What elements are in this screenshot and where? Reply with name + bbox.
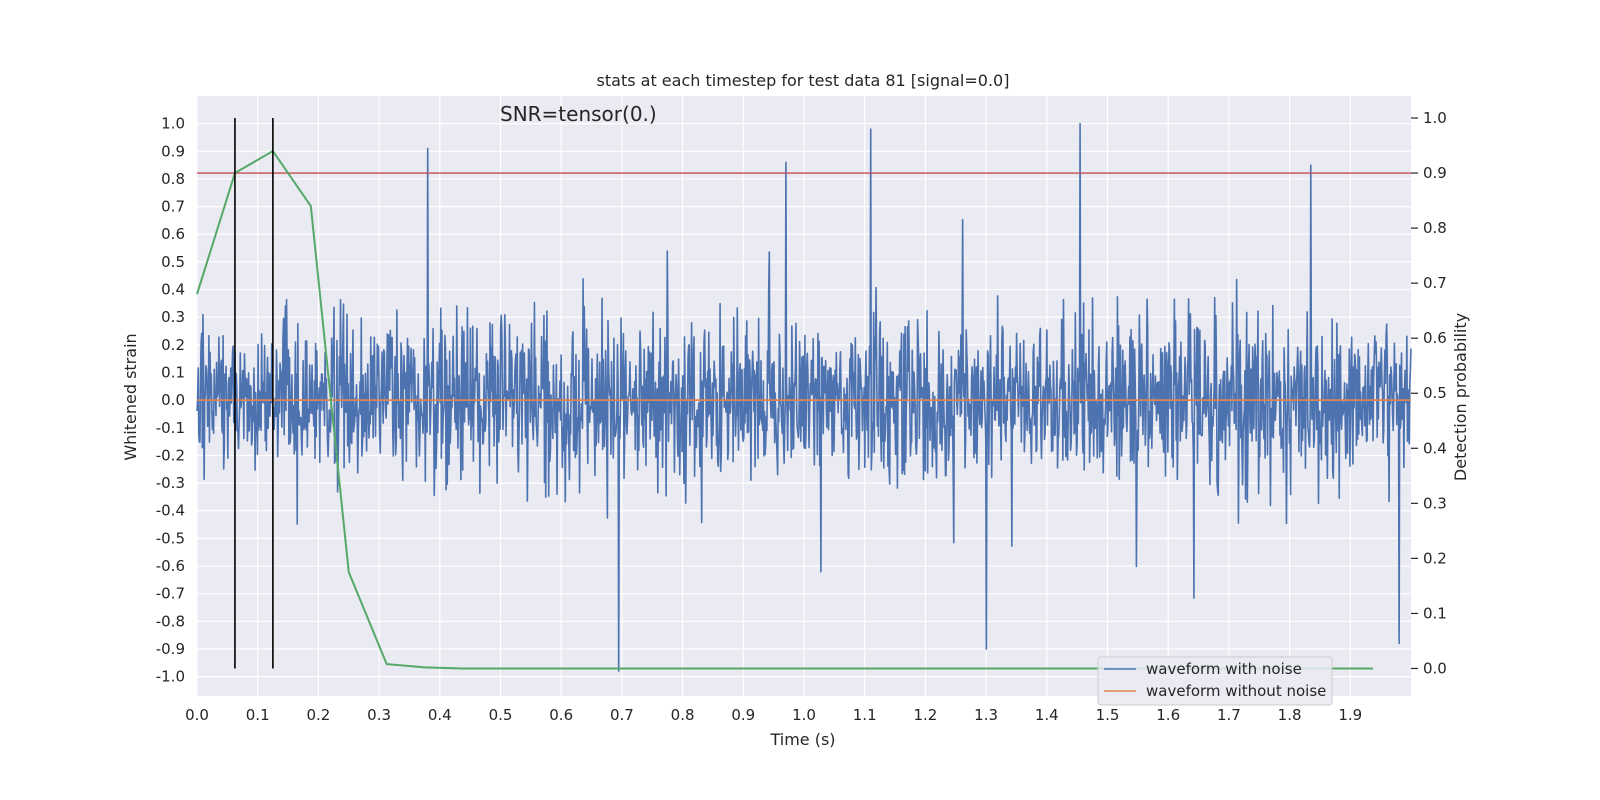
y-right-tick-label: 0.8 [1423, 219, 1447, 237]
y-right-axis-label: Detection probability [1451, 313, 1470, 481]
legend-box [1097, 656, 1333, 706]
legend: waveform with noise waveform without noi… [1097, 656, 1333, 706]
vertical-markers [234, 118, 274, 669]
y-right-tick-label: 0.9 [1423, 164, 1447, 182]
y-left-tick-label: 0.0 [161, 391, 185, 409]
x-tick-label: 0.7 [610, 706, 634, 724]
y-left-tick-label: -0.4 [156, 502, 185, 520]
y-right-tick-label: 0.6 [1423, 329, 1447, 347]
y-left-tick-label: 0.2 [161, 336, 185, 354]
y-left-tick-label: -0.3 [156, 474, 185, 492]
x-tick-label: 0.2 [306, 706, 330, 724]
snr-annotation: SNR=tensor(0.) [500, 102, 657, 126]
y-left-tick-label: 0.3 [161, 308, 185, 326]
series-waveform-with-noise [196, 122, 1412, 672]
x-axis-ticks: 0.0 0.1 0.2 0.3 0.4 0.5 0.6 0.7 0.8 0.9 1.0 1.1 1.2 1… [185, 706, 1362, 724]
x-tick-label: 0.0 [185, 706, 209, 724]
x-tick-label: 0.1 [246, 706, 270, 724]
x-tick-label: 1.0 [792, 706, 816, 724]
y-left-tick-label: 0.7 [161, 198, 185, 216]
y-right-tick-label: 0.2 [1423, 549, 1447, 567]
x-tick-label: 1.6 [1156, 706, 1180, 724]
legend-label-clean: waveform without noise [1146, 682, 1326, 700]
x-tick-label: 1.7 [1217, 706, 1241, 724]
chart-title: stats at each timestep for test data 81 … [597, 71, 1010, 90]
y-left-tick-label: 0.6 [161, 225, 185, 243]
y-left-tick-label: -0.5 [156, 529, 185, 547]
x-tick-label: 0.9 [731, 706, 755, 724]
x-tick-label: 1.9 [1338, 706, 1362, 724]
y-right-tick-label: 0.4 [1423, 439, 1447, 457]
y-left-tick-label: 0.8 [161, 170, 185, 188]
x-tick-label: 0.4 [428, 706, 452, 724]
x-tick-label: 1.1 [853, 706, 877, 724]
probability-line [196, 149, 1374, 670]
y-right-axis-ticks: 1.0 0.9 0.8 0.7 0.6 0.5 0.4 0.3 0.2 0.1 0.0 [1411, 109, 1447, 677]
y-right-tick-label: 0.0 [1423, 659, 1447, 677]
y-left-tick-label: 0.9 [161, 142, 185, 160]
y-right-tick-label: 0.3 [1423, 494, 1447, 512]
y-left-tick-label: -0.2 [156, 446, 185, 464]
y-left-tick-label: -1.0 [156, 668, 185, 686]
x-tick-label: 1.8 [1278, 706, 1302, 724]
y-left-tick-label: 1.0 [161, 115, 185, 133]
legend-label-noise: waveform with noise [1146, 660, 1302, 678]
x-tick-label: 0.3 [367, 706, 391, 724]
y-left-tick-label: 0.4 [161, 281, 185, 299]
y-left-axis-ticks: 1.0 0.9 0.8 0.7 0.6 0.5 0.4 0.3 0.2 0.1 0.0 -0.1 -0.… [156, 115, 185, 686]
y-left-tick-label: -0.7 [156, 585, 185, 603]
grid [196, 96, 1411, 696]
y-right-tick-label: 0.5 [1423, 384, 1447, 402]
x-tick-label: 0.5 [489, 706, 513, 724]
y-left-tick-label: -0.6 [156, 557, 185, 575]
x-tick-label: 1.2 [913, 706, 937, 724]
y-left-tick-label: -0.8 [156, 612, 185, 630]
series-detection-probability [196, 149, 1374, 670]
x-tick-label: 1.5 [1096, 706, 1120, 724]
y-left-tick-label: 0.1 [161, 363, 185, 381]
y-left-tick-label: -0.9 [156, 640, 185, 658]
x-axis-label: Time (s) [769, 730, 835, 749]
x-tick-label: 0.8 [671, 706, 695, 724]
x-tick-label: 1.3 [974, 706, 998, 724]
y-left-tick-label: -0.1 [156, 419, 185, 437]
y-left-tick-label: 0.5 [161, 253, 185, 271]
y-left-axis-label: Whitened strain [121, 333, 140, 460]
y-right-tick-label: 1.0 [1423, 109, 1447, 127]
y-right-tick-label: 0.1 [1423, 604, 1447, 622]
x-tick-label: 1.4 [1035, 706, 1059, 724]
x-tick-label: 0.6 [549, 706, 573, 724]
noise-line [196, 122, 1412, 672]
y-right-tick-label: 0.7 [1423, 274, 1447, 292]
